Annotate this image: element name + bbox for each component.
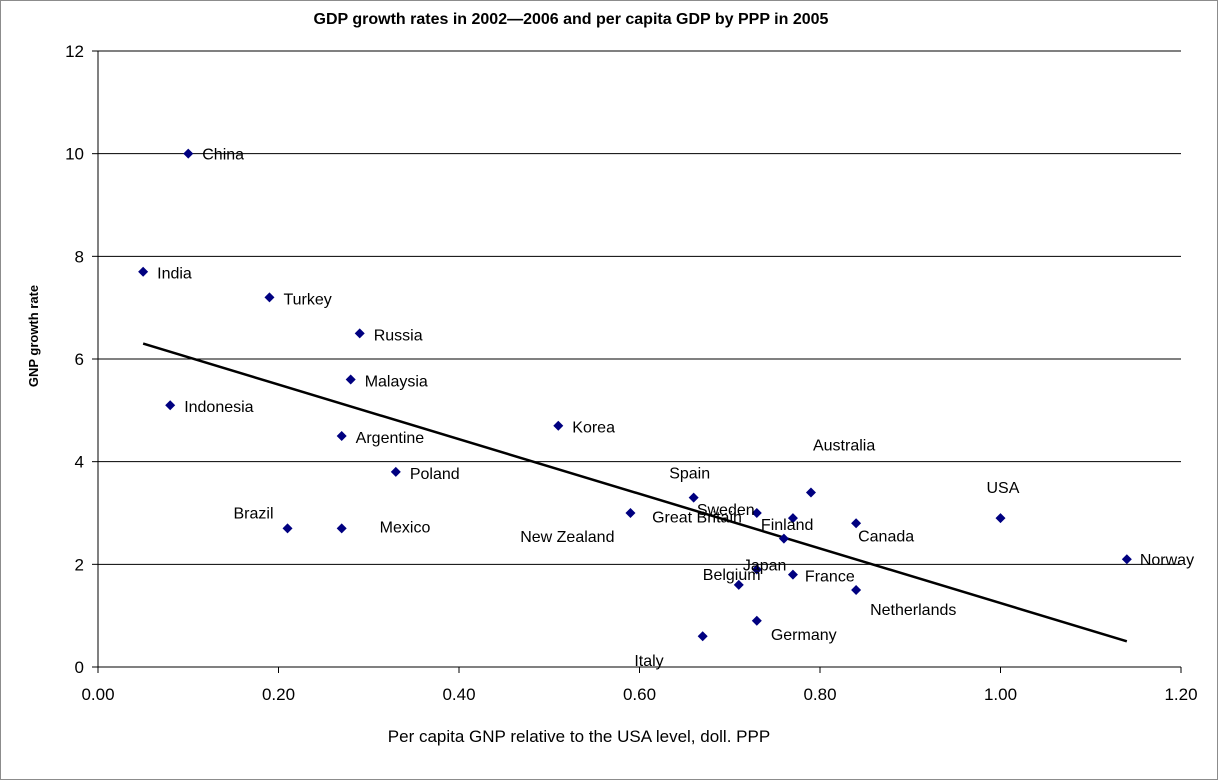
data-points — [138, 148, 1132, 642]
data-point-sweden — [751, 508, 762, 518]
y-tick-label: 4 — [75, 453, 84, 472]
y-tick-label: 8 — [75, 247, 84, 266]
data-point-australia — [805, 487, 816, 498]
data-label-great-britain: Great Britain — [652, 510, 742, 527]
data-point-spain — [688, 492, 699, 503]
data-point-belgium — [733, 579, 744, 590]
data-point-finland — [787, 513, 798, 524]
y-tick-label: 2 — [75, 555, 84, 574]
data-label-germany: Germany — [771, 627, 837, 644]
x-tick-label: 0.80 — [803, 685, 836, 704]
data-point-malaysia — [345, 374, 356, 385]
data-label-france: France — [805, 569, 855, 586]
data-point-italy — [697, 631, 708, 642]
y-tick-label: 6 — [75, 350, 84, 369]
data-point-norway — [1121, 554, 1132, 565]
axes: 0 2 4 6 8 10 12 0.00 0.20 0.40 0.60 0.80 1.00 1.20 — [65, 42, 1197, 704]
data-point-mexico — [336, 523, 347, 534]
data-point-netherlands — [851, 585, 862, 595]
x-tick-label: 0.40 — [442, 685, 475, 704]
y-axis-label: GNP growth rate — [26, 285, 41, 387]
y-tick-label: 12 — [65, 42, 84, 61]
data-label-brazil: Brazil — [234, 505, 274, 522]
data-point-korea — [553, 420, 564, 431]
data-point-germany — [751, 615, 762, 626]
x-tick-label: 1.20 — [1164, 685, 1197, 704]
data-point-new-zealand — [625, 508, 636, 518]
data-labels: China India Turkey Russia Malaysia Indonesia A… — [157, 147, 1194, 671]
data-label-new-zealand: New Zealand — [520, 529, 614, 546]
data-label-usa: USA — [987, 480, 1020, 497]
data-label-japan: Japan — [743, 557, 787, 574]
data-label-belgium: Belgium — [703, 567, 761, 584]
y-tick-label: 0 — [75, 658, 84, 677]
data-point-india — [138, 266, 149, 277]
x-tick-label: 0.60 — [623, 685, 656, 704]
data-point-great-britain — [778, 533, 789, 544]
data-label-india: India — [157, 266, 192, 283]
chart-title: GDP growth rates in 2002—2006 and per ca… — [314, 11, 829, 28]
data-label-indonesia: Indonesia — [184, 399, 253, 416]
data-point-turkey — [264, 292, 275, 303]
data-point-china — [183, 148, 194, 159]
data-label-korea: Korea — [572, 420, 615, 437]
data-label-malaysia: Malaysia — [365, 374, 428, 391]
data-label-turkey: Turkey — [283, 291, 331, 308]
data-point-poland — [390, 466, 401, 477]
data-label-norway: Norway — [1140, 552, 1194, 569]
data-point-russia — [354, 328, 365, 339]
y-tick-label: 10 — [65, 145, 84, 164]
data-point-brazil — [282, 523, 293, 534]
x-tick-label: 0.00 — [81, 685, 114, 704]
data-label-italy: Italy — [634, 653, 663, 670]
data-point-argentine — [336, 431, 347, 441]
data-label-spain: Spain — [669, 466, 710, 483]
data-point-usa — [995, 513, 1006, 524]
data-label-poland: Poland — [410, 466, 460, 483]
data-label-china: China — [202, 147, 244, 164]
grid-lines — [98, 50, 1181, 565]
data-point-indonesia — [165, 400, 176, 411]
data-point-france — [787, 569, 798, 580]
data-label-australia: Australia — [813, 437, 875, 454]
data-label-argentine: Argentine — [356, 430, 425, 447]
data-label-russia: Russia — [374, 327, 423, 344]
data-label-mexico: Mexico — [380, 519, 431, 536]
data-label-canada: Canada — [858, 528, 914, 545]
data-point-canada — [851, 518, 862, 529]
x-tick-label: 1.00 — [984, 685, 1017, 704]
data-label-finland: Finland — [761, 517, 813, 534]
data-point-japan — [751, 564, 762, 575]
x-tick-label: 0.20 — [262, 685, 295, 704]
data-label-sweden: Sweden — [697, 502, 755, 519]
trendline-group — [142, 342, 1128, 643]
trendline — [142, 342, 1128, 643]
x-axis-label: Per capita GNP relative to the USA level… — [388, 727, 770, 746]
data-label-netherlands: Netherlands — [870, 602, 956, 619]
